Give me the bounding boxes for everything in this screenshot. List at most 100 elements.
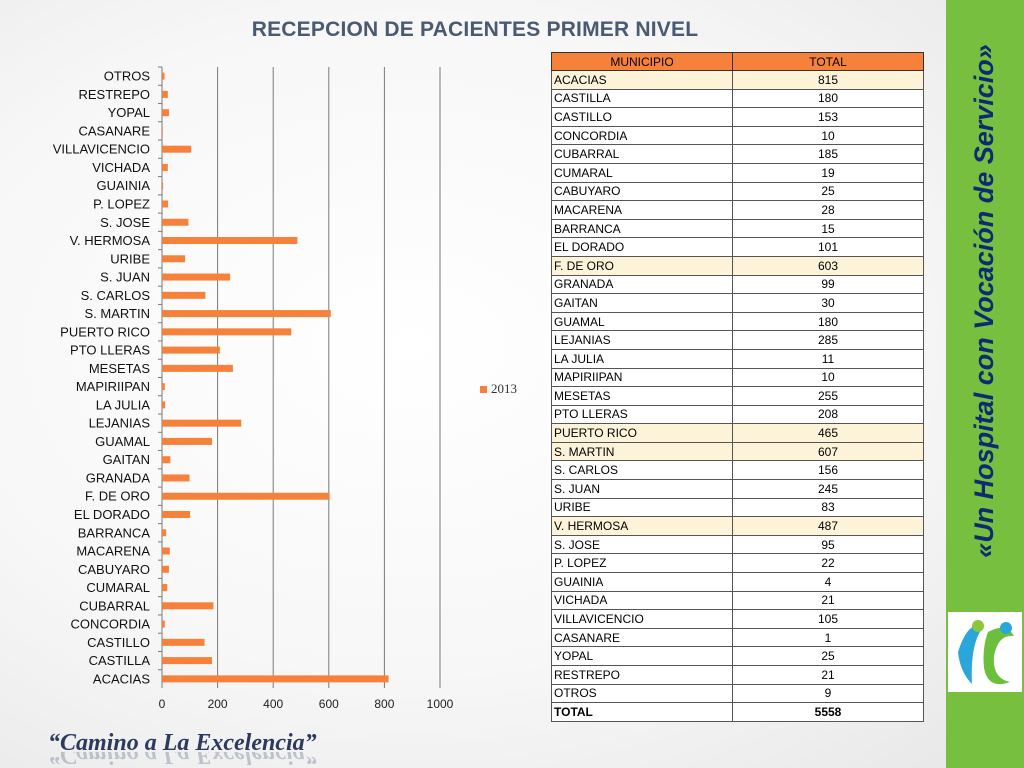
bar — [162, 492, 330, 500]
table-row: YOPAL 25 — [551, 646, 924, 666]
category-label: P. LOPEZ — [93, 196, 150, 211]
table-row: MAPIRIIPAN 10 — [551, 367, 924, 388]
table-row: CASTILLA 180 — [551, 88, 924, 109]
category-label: S. CARLOS — [81, 288, 151, 303]
category-label: LEJANIAS — [89, 416, 151, 431]
bar — [162, 565, 169, 573]
table-cell-municipio: CASTILLO — [551, 107, 733, 127]
table-cell-total: 25 — [732, 646, 924, 666]
table-cell-municipio: CABUYARO — [551, 181, 733, 202]
category-label: GRANADA — [86, 470, 151, 485]
footer-motto-reflection: “Camino a La Excelencia” — [48, 752, 317, 768]
table-row: V. HERMOSA 487 — [551, 516, 924, 536]
table-cell-total: 255 — [732, 386, 924, 406]
table-row: F. DE ORO 603 — [551, 255, 924, 276]
x-tick-label: 0 — [159, 697, 166, 711]
table-row: ACACIAS 815 — [551, 70, 924, 90]
bar — [162, 529, 167, 537]
table-row: EL DORADO 101 — [551, 237, 924, 257]
sidebar-banner: «Un Hospital con Vocación de Servicio» — [946, 0, 1024, 768]
table-cell-municipio: S. MARTIN — [551, 441, 733, 462]
table-cell-municipio: V. HERMOSA — [551, 516, 733, 536]
category-label: CASANARE — [78, 123, 150, 138]
table-cell-municipio: S. JOSE — [551, 534, 733, 555]
legend-label: 2013 — [491, 381, 517, 396]
category-label: CUMARAL — [86, 580, 150, 595]
hospital-slogan: «Un Hospital con Vocación de Servicio» — [969, 44, 999, 558]
table-cell-total: 21 — [732, 665, 924, 685]
table-cell-municipio: CONCORDIA — [551, 125, 733, 146]
table-cell-total: 156 — [732, 460, 924, 481]
bar — [162, 510, 191, 518]
category-label: PUERTO RICO — [60, 324, 150, 339]
bar — [162, 620, 165, 628]
bar — [162, 218, 189, 226]
bar — [162, 255, 186, 263]
category-label: GUAINIA — [97, 178, 151, 193]
bar — [162, 419, 242, 427]
table-row: CUMARAL 19 — [551, 162, 924, 183]
table-cell-total: 245 — [732, 479, 924, 499]
table-cell-municipio: MAPIRIIPAN — [551, 367, 733, 388]
table-cell-municipio: BARRANCA — [551, 218, 733, 239]
bar — [162, 273, 231, 281]
category-label: CUBARRAL — [79, 598, 150, 613]
table-cell-total: 99 — [732, 274, 924, 295]
table-cell-municipio: MACARENA — [551, 200, 733, 220]
table-cell-total: 4 — [732, 572, 924, 592]
table-row: VICHADA 21 — [551, 590, 924, 611]
table-row: BARRANCA 15 — [551, 218, 924, 239]
table-cell-total: 30 — [732, 293, 924, 313]
table-cell-municipio: YOPAL — [551, 646, 733, 666]
table-cell-municipio: EL DORADO — [551, 237, 733, 257]
bar — [162, 638, 205, 646]
table-cell-municipio: P. LOPEZ — [551, 553, 733, 574]
bar — [162, 163, 168, 171]
table-cell-municipio: RESTREPO — [551, 665, 733, 685]
table-cell-total: 11 — [732, 348, 924, 369]
table-cell-total: 105 — [732, 609, 924, 629]
chart-title: RECEPCION DE PACIENTES PRIMER NIVEL — [251, 18, 699, 41]
category-label: VICHADA — [92, 160, 150, 175]
category-label: MESETAS — [89, 361, 150, 376]
bar — [162, 90, 168, 98]
category-label: LA JULIA — [96, 397, 151, 412]
x-tick-label: 600 — [319, 697, 339, 711]
table-row: S. MARTIN 607 — [551, 441, 924, 462]
table-cell-total: 9 — [732, 683, 924, 704]
table-cell-total: 95 — [732, 534, 924, 555]
table-cell-municipio: F. DE ORO — [551, 255, 733, 276]
table-cell-total: 25 — [732, 181, 924, 202]
bar — [162, 547, 170, 555]
table-row: S. JUAN 245 — [551, 479, 924, 499]
category-label: GAITAN — [103, 452, 150, 467]
table-cell-total: 180 — [732, 311, 924, 332]
table-cell-total: 10 — [732, 367, 924, 388]
category-label: RESTREPO — [78, 87, 150, 102]
category-label: URIBE — [110, 251, 150, 266]
table-total-row: TOTAL 5558 — [551, 702, 924, 722]
table-row: OTROS 9 — [551, 683, 924, 704]
x-tick-label: 200 — [208, 697, 228, 711]
table-cell-municipio: VICHADA — [551, 590, 733, 611]
category-label: BARRANCA — [78, 525, 151, 540]
total-value: 5558 — [732, 702, 924, 722]
table-row: LEJANIAS 285 — [551, 330, 924, 350]
table-row: RESTREPO 21 — [551, 665, 924, 685]
table-cell-municipio: LA JULIA — [551, 348, 733, 369]
category-label: VILLAVICENCIO — [53, 142, 150, 157]
table-cell-total: 607 — [732, 441, 924, 462]
table-cell-municipio: GUAINIA — [551, 572, 733, 592]
bar — [162, 346, 220, 354]
bar — [162, 72, 165, 80]
table-cell-total: 22 — [732, 553, 924, 574]
table-row: PUERTO RICO 465 — [551, 423, 924, 443]
table-cell-total: 1 — [732, 627, 924, 648]
table-cell-municipio: CUMARAL — [551, 162, 733, 183]
x-tick-label: 1000 — [427, 697, 454, 711]
table-cell-total: 15 — [732, 218, 924, 239]
bar — [162, 127, 163, 135]
table-cell-municipio: URIBE — [551, 497, 733, 518]
table-row: LA JULIA 11 — [551, 348, 924, 369]
table-header-total: TOTAL — [732, 52, 924, 71]
